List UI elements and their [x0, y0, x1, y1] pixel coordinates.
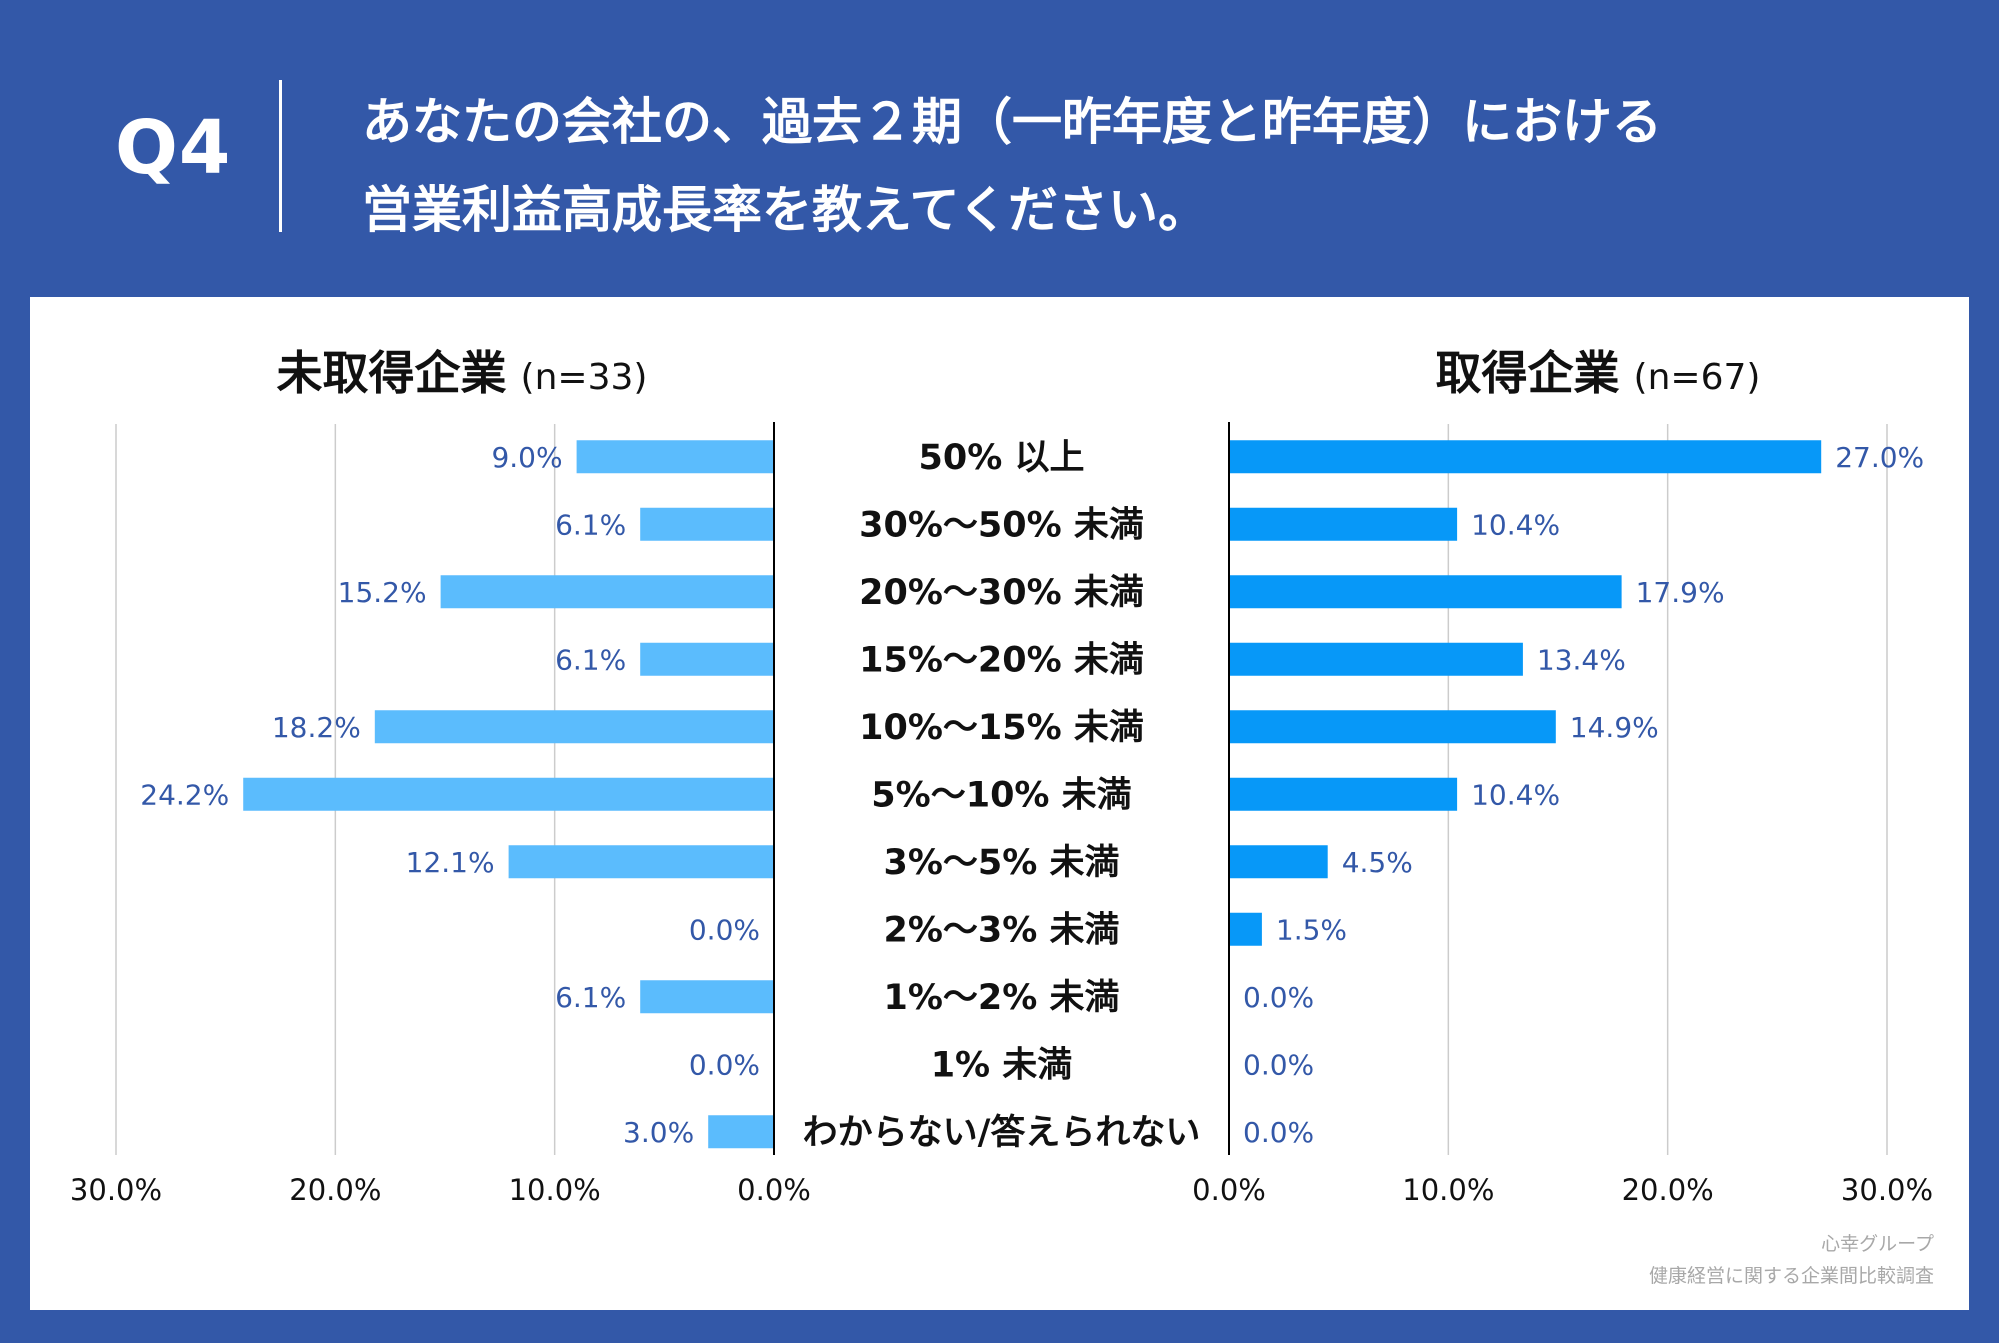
right-bar	[1229, 710, 1556, 744]
left-value-label: 6.1%	[555, 981, 626, 1014]
left-value-label: 18.2%	[272, 711, 361, 744]
butterfly-bar-chart: 9.0% 27.0% 50% 以上 6.1% 10.4% 30%～50% 未満 15.2% 1…	[70, 346, 1933, 1207]
category-label: わからない/答えられない	[803, 1113, 1201, 1153]
left-bar	[640, 507, 774, 541]
right-value-label: 27.0%	[1835, 441, 1924, 474]
right-value-label: 4.5%	[1342, 846, 1413, 879]
source-line-2: 健康経営に関する企業間比較調査	[1648, 1265, 1934, 1287]
right-bar	[1229, 642, 1523, 676]
left-tick-label: 30.0%	[70, 1173, 162, 1207]
category-label: 5%～10% 未満	[871, 775, 1131, 815]
right-bar	[1229, 440, 1822, 474]
left-bar	[640, 980, 774, 1014]
question-line-2: 営業利益高成長率を教えてください。	[362, 181, 1208, 239]
right-tick-label: 10.0%	[1402, 1173, 1494, 1207]
right-value-label: 17.9%	[1636, 576, 1725, 609]
question-line-1: あなたの会社の、過去２期（一昨年度と昨年度）における	[362, 93, 1662, 151]
right-bar	[1229, 845, 1328, 879]
question-text: あなたの会社の、過去２期（一昨年度と昨年度）における 営業利益高成長率を教えてく…	[362, 78, 1922, 254]
right-series-title-name: 取得企業	[1436, 346, 1620, 400]
right-bar	[1229, 912, 1262, 946]
source-credit: 心幸グループ 健康経営に関する企業間比較調査	[1649, 1228, 1934, 1292]
left-tick-label: 20.0%	[289, 1173, 381, 1207]
category-label: 50% 以上	[919, 438, 1085, 478]
category-label: 1% 未満	[931, 1045, 1073, 1085]
left-bar	[708, 1115, 774, 1149]
right-tick-label: 0.0%	[1192, 1173, 1266, 1207]
right-value-label: 0.0%	[1243, 981, 1314, 1014]
left-value-label: 6.1%	[555, 643, 626, 676]
left-series-title-n: (n=33)	[521, 357, 648, 398]
category-label: 3%～5% 未満	[883, 843, 1119, 883]
left-value-label: 0.0%	[689, 913, 760, 946]
left-tick-label: 10.0%	[509, 1173, 601, 1207]
left-bar	[640, 642, 774, 676]
category-label: 10%～15% 未満	[859, 708, 1144, 748]
right-bar	[1229, 777, 1458, 811]
category-label: 2%～3% 未満	[883, 910, 1119, 950]
chart-panel: 9.0% 27.0% 50% 以上 6.1% 10.4% 30%～50% 未満 15.2% 1…	[30, 297, 1969, 1310]
left-bar	[576, 440, 774, 474]
left-bar	[243, 777, 775, 811]
header-divider	[279, 80, 282, 232]
category-label: 1%～2% 未満	[883, 978, 1119, 1018]
right-series-title: 取得企業 (n=67)	[1436, 346, 1761, 400]
left-series-title-name: 未取得企業	[277, 346, 507, 400]
category-label: 20%～30% 未満	[859, 573, 1144, 613]
left-series-title: 未取得企業 (n=33)	[277, 346, 648, 400]
right-tick-label: 30.0%	[1841, 1173, 1933, 1207]
category-label: 15%～20% 未満	[859, 640, 1144, 680]
right-series-title-n: (n=67)	[1634, 357, 1761, 398]
left-value-label: 0.0%	[689, 1048, 760, 1081]
left-bar	[508, 845, 774, 879]
right-value-label: 14.9%	[1570, 711, 1659, 744]
right-value-label: 0.0%	[1243, 1048, 1314, 1081]
right-value-label: 10.4%	[1471, 778, 1560, 811]
right-value-label: 1.5%	[1276, 913, 1347, 946]
left-value-label: 24.2%	[140, 778, 229, 811]
right-value-label: 13.4%	[1537, 643, 1626, 676]
right-value-label: 0.0%	[1243, 1116, 1314, 1149]
right-tick-label: 20.0%	[1622, 1173, 1714, 1207]
category-label: 30%～50% 未満	[859, 505, 1144, 545]
left-bar	[374, 710, 774, 744]
right-bar	[1229, 507, 1458, 541]
left-value-label: 15.2%	[338, 576, 427, 609]
source-line-1: 心幸グループ	[1821, 1233, 1934, 1255]
header: Q4 あなたの会社の、過去２期（一昨年度と昨年度）における 営業利益高成長率を教…	[0, 0, 1999, 290]
left-value-label: 6.1%	[555, 508, 626, 541]
right-value-label: 10.4%	[1471, 508, 1560, 541]
left-value-label: 12.1%	[406, 846, 495, 879]
left-value-label: 3.0%	[623, 1116, 694, 1149]
left-tick-label: 0.0%	[737, 1173, 811, 1207]
question-number: Q4	[115, 105, 232, 191]
left-value-label: 9.0%	[491, 441, 562, 474]
left-bar	[440, 575, 774, 609]
right-bar	[1229, 575, 1622, 609]
